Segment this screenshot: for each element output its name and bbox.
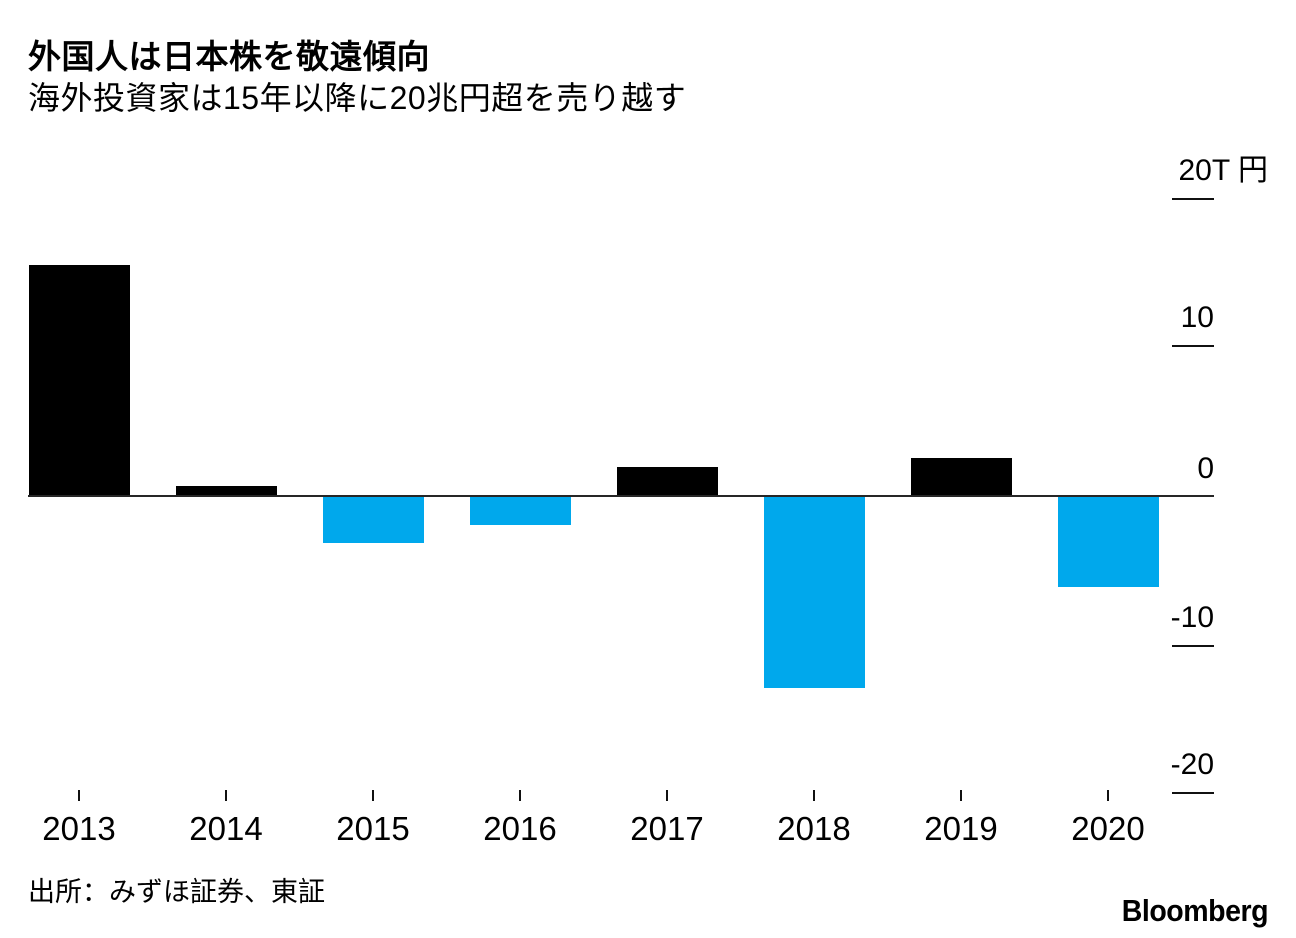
x-tick-2015 — [372, 790, 374, 801]
y-axis-label-10: 10 — [1180, 301, 1214, 334]
x-tick-2013 — [78, 790, 80, 801]
y-axis-label--10: -10 — [1170, 601, 1214, 634]
y-tick--20 — [1172, 792, 1214, 794]
bar-2020 — [1057, 497, 1159, 587]
bar-2017 — [616, 467, 718, 496]
y-tick--10 — [1172, 645, 1214, 647]
bar-2019 — [910, 458, 1012, 496]
source-note: 出所：みずほ証券、東証 — [28, 877, 325, 907]
bar-2013 — [28, 265, 130, 496]
x-axis-label-2014: 2014 — [189, 810, 263, 847]
x-axis-label-2020: 2020 — [1071, 810, 1145, 847]
y-tick-20 — [1172, 198, 1214, 200]
x-axis-label-2016: 2016 — [483, 810, 557, 847]
x-tick-2018 — [813, 790, 815, 801]
x-tick-2020 — [1107, 790, 1109, 801]
bar-2014 — [175, 486, 277, 496]
x-tick-2014 — [225, 790, 227, 801]
bar-2016 — [469, 497, 571, 525]
zero-axis-line — [28, 495, 1214, 497]
bar-2015 — [322, 497, 424, 543]
y-axis-label-20: 20T 円 — [1178, 154, 1269, 187]
y-tick-10 — [1172, 345, 1214, 347]
x-tick-2017 — [666, 790, 668, 801]
chart-subtitle: 海外投資家は15年以降に20兆円超を売り越す — [28, 80, 687, 116]
bar-2018 — [763, 497, 865, 688]
y-axis-label-0: 0 — [1197, 452, 1214, 485]
x-axis-label-2018: 2018 — [777, 810, 851, 847]
x-axis-label-2013: 2013 — [42, 810, 116, 847]
x-axis-label-2017: 2017 — [630, 810, 704, 847]
x-axis-label-2015: 2015 — [336, 810, 410, 847]
x-axis-label-2019: 2019 — [924, 810, 998, 847]
chart-title: 外国人は日本株を敬遠傾向 — [28, 38, 430, 75]
x-tick-2016 — [519, 790, 521, 801]
bloomberg-logo: Bloomberg — [1121, 893, 1269, 928]
x-tick-2019 — [960, 790, 962, 801]
y-axis-label--20: -20 — [1170, 748, 1214, 781]
